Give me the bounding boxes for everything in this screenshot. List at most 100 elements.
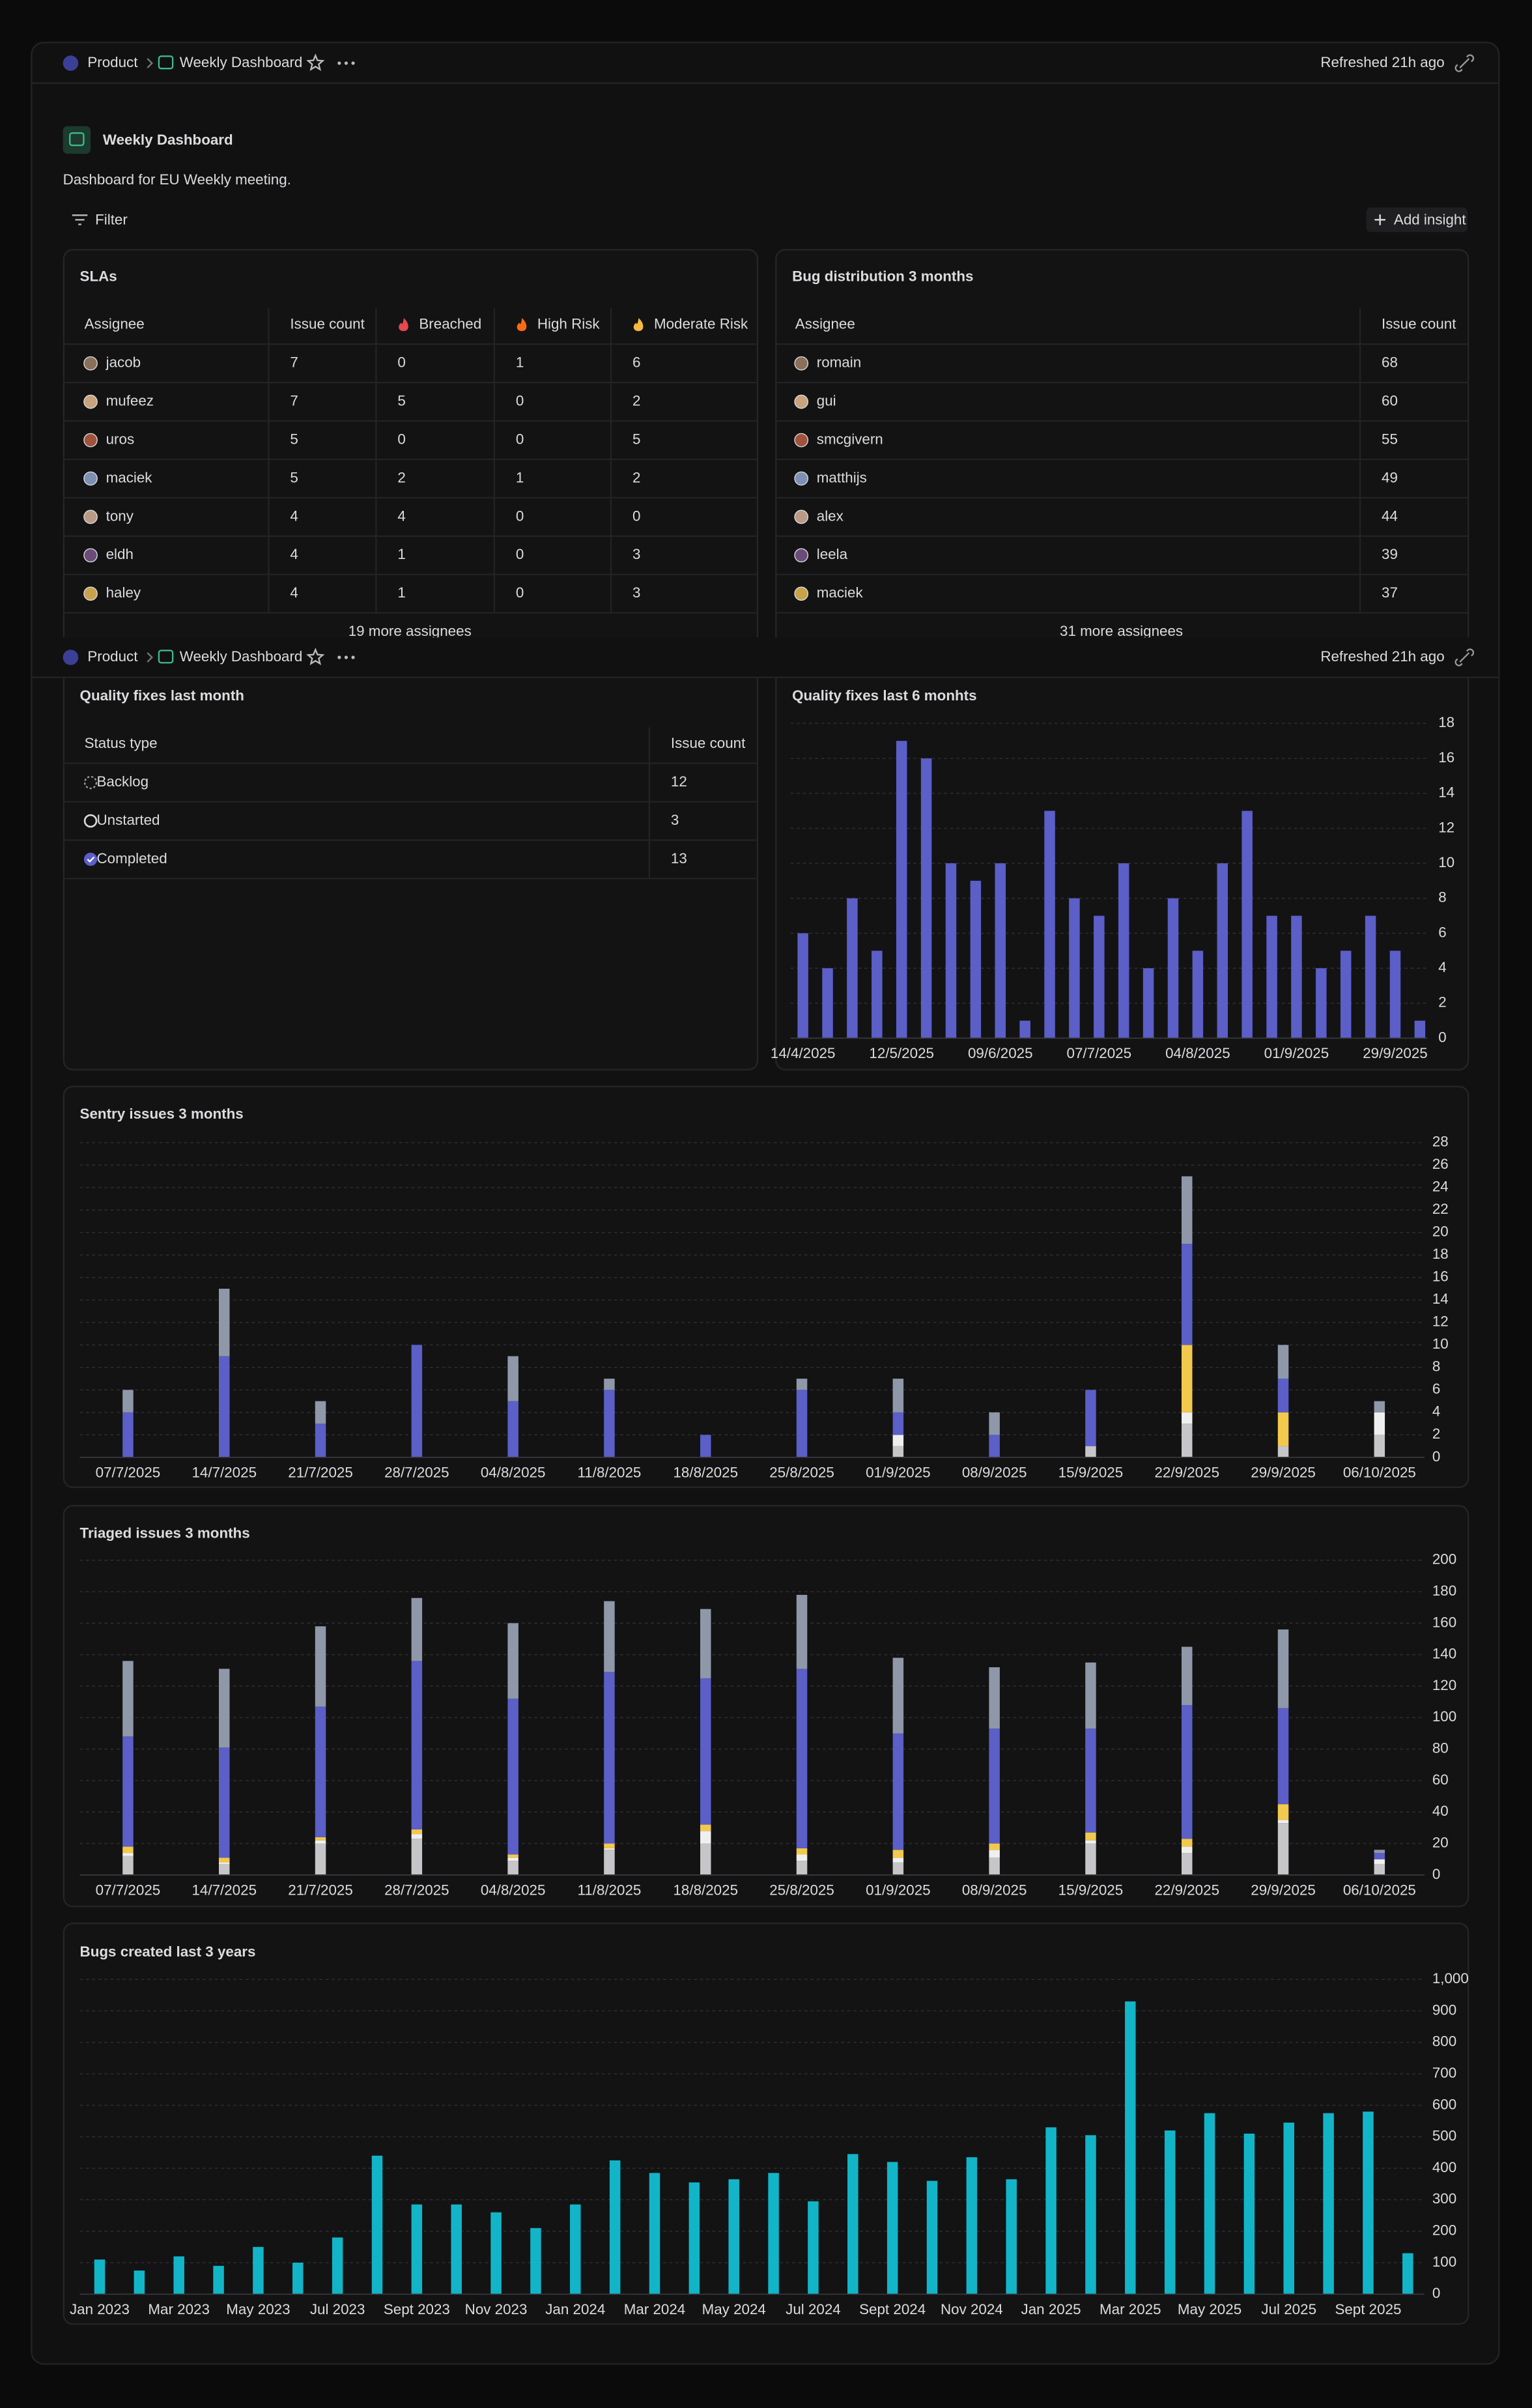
card — [63, 1504, 1469, 1908]
more-menu-dot[interactable] — [351, 655, 355, 659]
y-tick-label: 600 — [1432, 2096, 1456, 2112]
table-cell-name: alex — [817, 508, 844, 524]
bar-segment — [892, 1379, 904, 1412]
x-tick-label: Jan 2024 — [545, 2301, 605, 2317]
table-cell-number: 0 — [516, 431, 524, 447]
x-tick-label: 04/8/2025 — [481, 1465, 546, 1481]
bar — [1125, 2001, 1136, 2295]
bar — [570, 2204, 581, 2295]
x-tick-label: 12/5/2025 — [869, 1045, 934, 1061]
card — [63, 249, 759, 663]
bar-segment — [1374, 1850, 1385, 1854]
table-cell-number: 0 — [397, 431, 405, 447]
table-cell-number: 37 — [1382, 584, 1398, 601]
copy-link-icon[interactable] — [1454, 54, 1475, 72]
table-cell-number: 5 — [290, 431, 298, 447]
add-insight-plus[interactable] — [1374, 214, 1385, 225]
bar-segment — [1181, 1846, 1193, 1854]
bar-segment — [1181, 1176, 1193, 1244]
bar-segment — [989, 1857, 1000, 1875]
bar-segment — [796, 1390, 808, 1457]
table-cell-number: 0 — [516, 546, 524, 562]
copy-link-icon[interactable] — [1454, 648, 1475, 666]
bar-segment — [1374, 1435, 1385, 1457]
bar-segment — [892, 1733, 904, 1850]
bar — [332, 2237, 343, 2295]
y-tick-label: 4 — [1438, 959, 1446, 975]
bar — [688, 2182, 700, 2295]
table-cell-name: maciek — [817, 584, 864, 601]
bar-segment — [989, 1728, 1000, 1844]
favorite-star[interactable] — [306, 53, 325, 71]
bar-segment — [1374, 1401, 1385, 1412]
y-tick-label: 20 — [1432, 1224, 1449, 1240]
x-tick-label: May 2025 — [1178, 2301, 1241, 2317]
y-tick-label: 16 — [1432, 1268, 1449, 1285]
table-cell-number: 49 — [1382, 469, 1398, 485]
add-insight-button[interactable]: Add insight — [1394, 211, 1466, 227]
card-title: Quality fixes last month — [80, 687, 244, 704]
risk-flame-icon — [517, 318, 527, 332]
table-header: High Risk — [537, 316, 601, 332]
y-tick-label: 80 — [1432, 1740, 1449, 1756]
x-tick-label: Jul 2024 — [786, 2301, 841, 2317]
table-cell-number: 7 — [290, 393, 298, 409]
favorite-star[interactable] — [306, 648, 325, 666]
bar-segment — [796, 1854, 808, 1861]
more-menu-dot[interactable] — [344, 61, 348, 65]
table-footer[interactable]: 31 more assignees — [1060, 623, 1183, 639]
x-tick-label: 22/9/2025 — [1154, 1465, 1219, 1481]
y-tick-label: 2 — [1438, 994, 1446, 1010]
card-title: Quality fixes last 6 monhts — [792, 687, 977, 704]
bar-segment — [122, 1856, 134, 1875]
x-tick-label: 14/7/2025 — [192, 1882, 257, 1899]
bar-segment — [507, 1854, 518, 1858]
dashboard-icon — [158, 650, 174, 664]
bar-segment — [892, 1657, 904, 1734]
bar-segment — [315, 1837, 326, 1841]
table-cell-number: 2 — [632, 469, 640, 485]
y-tick-label: 120 — [1432, 1677, 1456, 1693]
x-tick-label: 07/7/2025 — [96, 1465, 161, 1481]
bar — [945, 863, 957, 1039]
bar — [1365, 915, 1376, 1039]
x-tick-label: 29/9/2025 — [1363, 1045, 1428, 1061]
breadcrumb-dashboard[interactable]: Weekly Dashboard — [180, 54, 303, 70]
bar — [1323, 2113, 1334, 2295]
bar-segment — [507, 1698, 518, 1855]
y-tick-label: 100 — [1432, 2254, 1456, 2270]
bar — [1167, 898, 1179, 1039]
breadcrumb-product[interactable]: Product — [87, 648, 138, 665]
y-tick-label: 100 — [1432, 1708, 1456, 1725]
table-cell-number: 5 — [397, 393, 405, 409]
y-tick-label: 8 — [1432, 1358, 1440, 1375]
y-tick-label: 40 — [1432, 1803, 1449, 1819]
table-footer[interactable]: 19 more assignees — [348, 623, 472, 639]
bar — [728, 2179, 739, 2295]
x-tick-label: May 2024 — [702, 2301, 766, 2317]
x-tick-label: 29/9/2025 — [1251, 1882, 1316, 1899]
bar — [1340, 951, 1352, 1039]
dashboard-icon — [158, 55, 174, 70]
bar-segment — [989, 1850, 1000, 1858]
add-insight-button-bg[interactable] — [1366, 207, 1468, 233]
bar — [872, 951, 883, 1039]
breadcrumb-dashboard[interactable]: Weekly Dashboard — [180, 648, 303, 665]
bar-segment — [315, 1840, 326, 1844]
bar-segment — [122, 1412, 134, 1457]
more-menu-dot[interactable] — [351, 61, 355, 65]
x-tick-label: Mar 2023 — [148, 2301, 210, 2317]
more-menu-dot[interactable] — [337, 655, 341, 659]
more-menu-dot[interactable] — [344, 655, 348, 659]
y-tick-label: 28 — [1432, 1134, 1449, 1150]
more-menu-dot[interactable] — [337, 61, 341, 65]
bar-segment — [1277, 1412, 1289, 1446]
status-backlog-icon — [83, 775, 98, 790]
bar-segment — [1277, 1820, 1289, 1824]
breadcrumb-product[interactable]: Product — [87, 54, 138, 70]
filter-button[interactable]: Filter — [95, 211, 128, 227]
bar-segment — [122, 1390, 134, 1412]
y-tick-label: 300 — [1432, 2190, 1456, 2207]
bar-segment — [1277, 1379, 1289, 1412]
